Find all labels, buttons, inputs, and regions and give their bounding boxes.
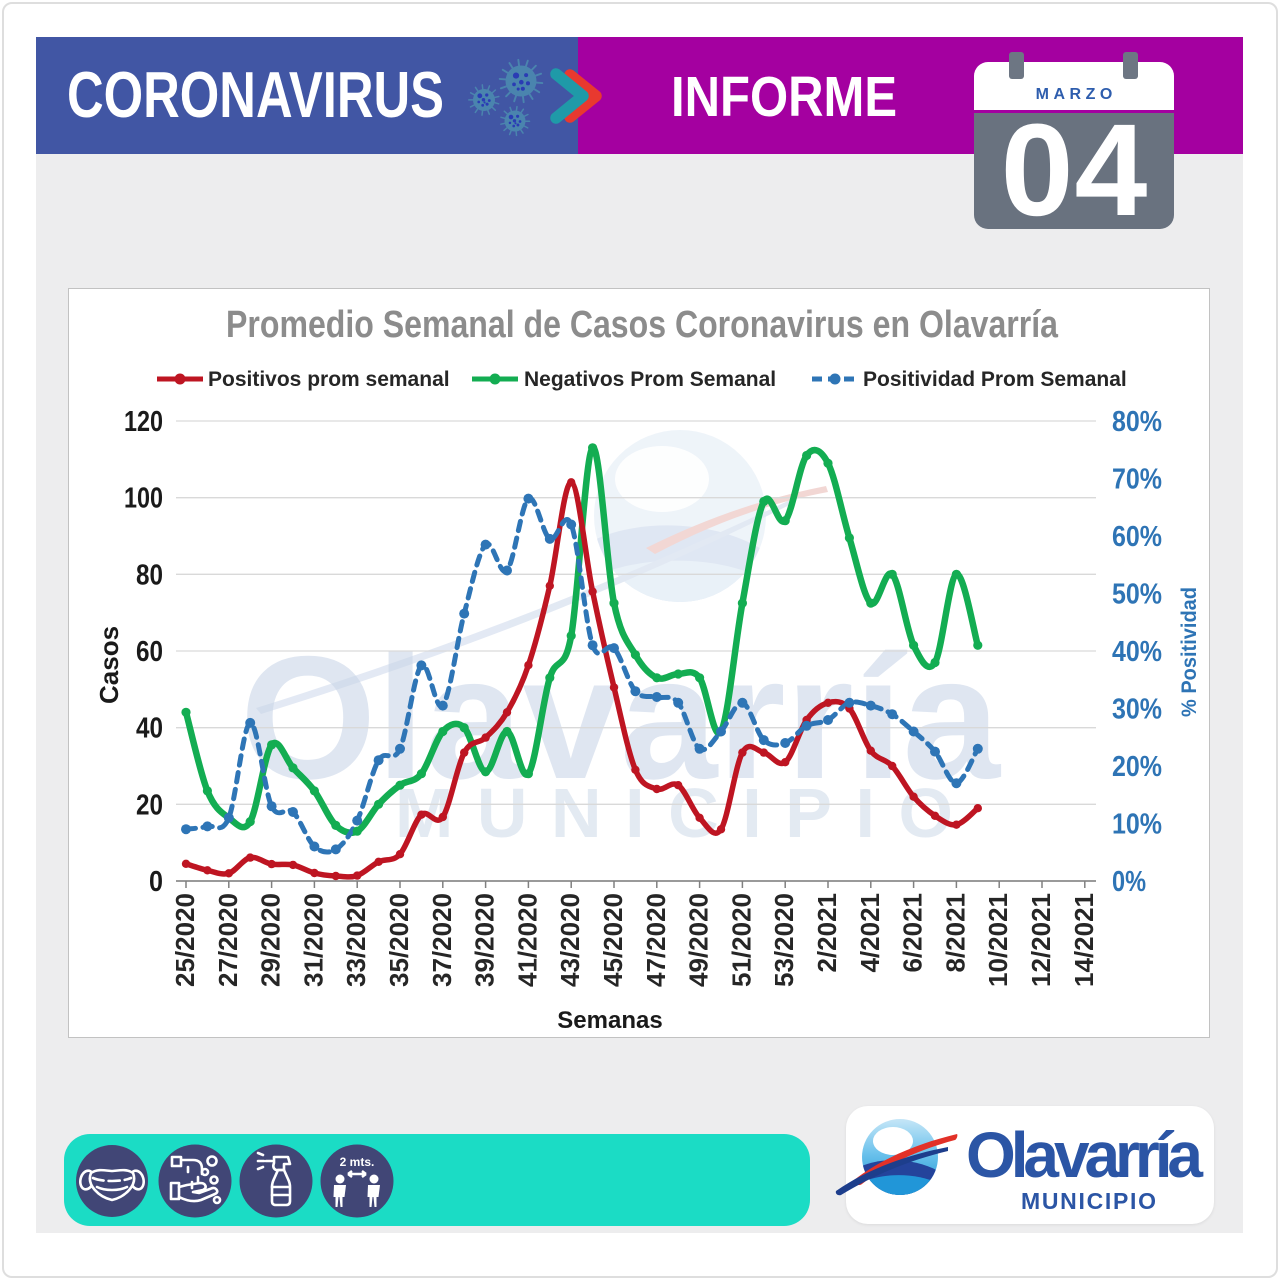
svg-text:Negativos Prom Semanal: Negativos Prom Semanal	[524, 368, 776, 391]
svg-text:8/2021: 8/2021	[940, 893, 970, 973]
svg-text:41/2020: 41/2020	[512, 893, 542, 987]
svg-text:0: 0	[149, 866, 163, 898]
svg-text:20: 20	[136, 789, 163, 821]
svg-text:33/2020: 33/2020	[341, 893, 371, 987]
svg-text:60: 60	[136, 636, 163, 668]
svg-text:40: 40	[136, 713, 163, 745]
svg-text:20%: 20%	[1112, 751, 1162, 783]
svg-text:MUNICIPIO: MUNICIPIO	[1021, 1188, 1161, 1214]
svg-text:Promedio Semanal de Casos Coro: Promedio Semanal de Casos Coronavirus en…	[226, 304, 1059, 346]
svg-text:Positivos prom semanal: Positivos prom semanal	[208, 368, 450, 391]
svg-text:39/2020: 39/2020	[470, 893, 500, 987]
svg-text:47/2020: 47/2020	[641, 893, 671, 987]
svg-text:43/2020: 43/2020	[555, 893, 585, 987]
svg-text:Casos: Casos	[94, 626, 124, 704]
svg-text:12/2021: 12/2021	[1026, 893, 1056, 987]
svg-text:% Positividad: % Positividad	[1178, 587, 1201, 717]
svg-text:2/2021: 2/2021	[812, 893, 842, 973]
svg-text:10/2021: 10/2021	[983, 893, 1013, 987]
svg-text:35/2020: 35/2020	[384, 893, 414, 987]
svg-text:60%: 60%	[1112, 521, 1162, 553]
svg-text:80%: 80%	[1112, 406, 1162, 438]
svg-text:51/2020: 51/2020	[726, 893, 756, 987]
svg-text:53/2020: 53/2020	[769, 893, 799, 987]
svg-text:100: 100	[124, 483, 163, 515]
svg-text:50%: 50%	[1112, 579, 1162, 611]
svg-text:49/2020: 49/2020	[684, 893, 714, 987]
svg-text:25/2020: 25/2020	[170, 893, 200, 987]
svg-text:80: 80	[136, 559, 163, 591]
svg-text:14/2021: 14/2021	[1069, 893, 1099, 987]
svg-text:MUNICIPIO: MUNICIPIO	[395, 774, 953, 852]
svg-text:120: 120	[124, 406, 163, 438]
svg-text:Semanas: Semanas	[557, 1007, 662, 1034]
svg-text:0%: 0%	[1112, 866, 1146, 898]
svg-text:40%: 40%	[1112, 636, 1162, 668]
svg-text:10%: 10%	[1112, 809, 1162, 841]
svg-text:Olavarría: Olavarría	[966, 1119, 1203, 1191]
svg-text:30%: 30%	[1112, 694, 1162, 726]
svg-text:31/2020: 31/2020	[298, 893, 328, 987]
svg-text:2 mts.: 2 mts.	[340, 1155, 375, 1169]
svg-text:45/2020: 45/2020	[598, 893, 628, 987]
svg-text:29/2020: 29/2020	[256, 893, 286, 987]
svg-text:37/2020: 37/2020	[427, 893, 457, 987]
svg-text:6/2021: 6/2021	[898, 893, 928, 973]
svg-text:70%: 70%	[1112, 464, 1162, 496]
svg-text:4/2021: 4/2021	[855, 893, 885, 973]
svg-text:27/2020: 27/2020	[213, 893, 243, 987]
svg-text:Positividad Prom Semanal: Positividad Prom Semanal	[863, 368, 1127, 391]
